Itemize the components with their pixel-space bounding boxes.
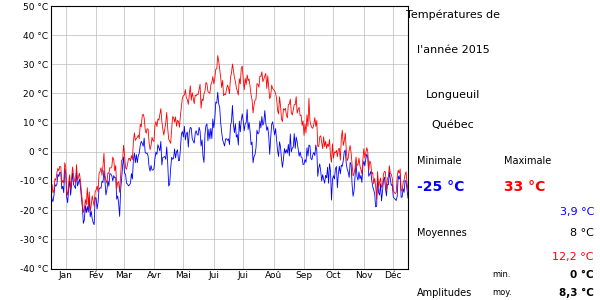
Text: 33 °C: 33 °C [504, 180, 545, 194]
Text: 8 °C: 8 °C [570, 228, 594, 238]
Text: 3,9 °C: 3,9 °C [560, 207, 594, 217]
Text: Québec: Québec [431, 120, 475, 130]
Text: moy.: moy. [492, 288, 512, 297]
Text: l'année 2015: l'année 2015 [416, 45, 490, 55]
Text: Amplitudes: Amplitudes [417, 288, 472, 298]
Text: Longueuil: Longueuil [426, 90, 480, 100]
Text: Moyennes: Moyennes [417, 228, 467, 238]
Text: Températures de: Températures de [406, 9, 500, 20]
Text: 8,3 °C: 8,3 °C [559, 288, 594, 298]
Text: 0 °C: 0 °C [571, 270, 594, 280]
Text: -25 °C: -25 °C [417, 180, 464, 194]
Text: Maximale: Maximale [504, 156, 551, 166]
Text: 12,2 °C: 12,2 °C [553, 252, 594, 262]
Text: Minimale: Minimale [417, 156, 461, 166]
Text: min.: min. [492, 270, 511, 279]
